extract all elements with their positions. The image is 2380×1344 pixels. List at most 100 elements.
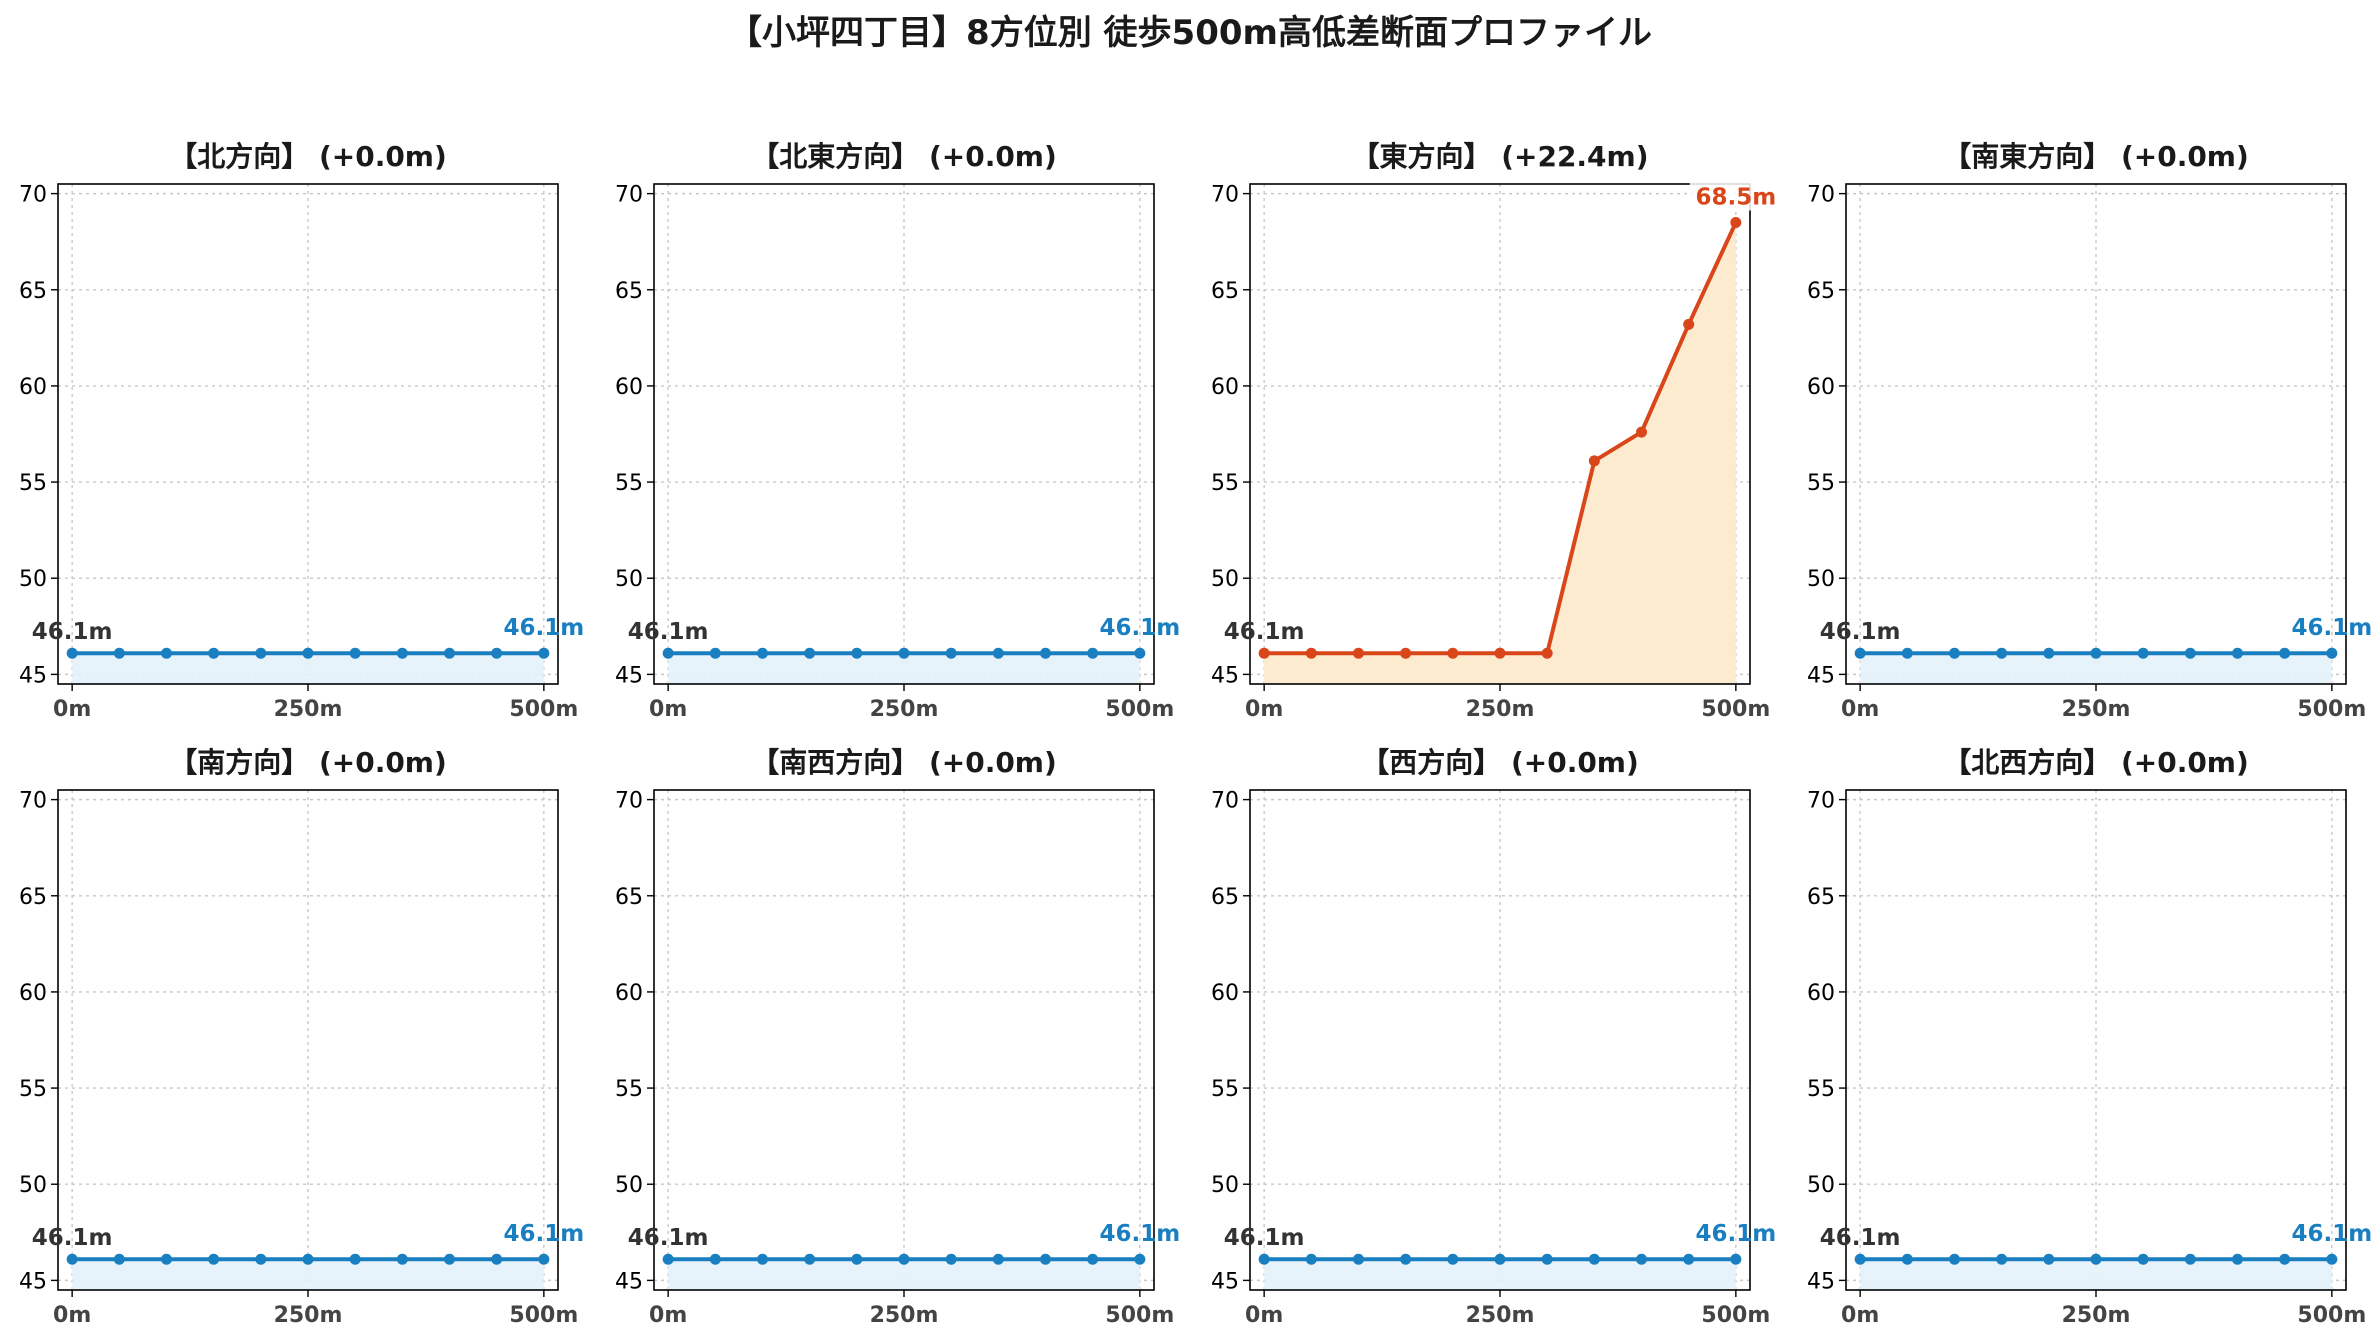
profile-point [1352, 647, 1364, 659]
end-elevation-label: 46.1m [503, 1221, 584, 1247]
start-elevation-label: 46.1m [1820, 619, 1901, 645]
y-tick-label: 55 [615, 1077, 643, 1102]
y-tick-label: 50 [19, 1173, 47, 1198]
plot-frame [1249, 789, 1751, 1291]
subplot-title: 【北西方向】 (+0.0m) [1943, 746, 2249, 779]
y-tick-label: 50 [1807, 567, 1835, 592]
subplot-4: 【南東方向】 (+0.0m) 45 50 55 60 65 70 0m 250m 500m 46.1… [1807, 140, 2372, 722]
y-tick-label: 60 [1807, 375, 1835, 400]
y-tick-label: 60 [1211, 981, 1239, 1006]
profile-point [1258, 647, 1270, 659]
y-tick-label: 50 [1211, 1173, 1239, 1198]
y-tick-label: 45 [1211, 663, 1239, 688]
subplot-8: 【北西方向】 (+0.0m) 45 50 55 60 65 70 0m 250m 500m 46.1… [1807, 746, 2372, 1328]
y-tick-label: 45 [615, 1269, 643, 1294]
profile-point [898, 1253, 910, 1265]
profile-point [2279, 1253, 2291, 1265]
y-tick-label: 70 [615, 789, 643, 814]
y-tick-label: 50 [1807, 1173, 1835, 1198]
y-tick-label: 70 [1211, 789, 1239, 814]
x-tick-label: 0m [53, 1303, 91, 1328]
end-elevation-label: 46.1m [2291, 615, 2372, 641]
profile-point [1447, 1253, 1459, 1265]
subplot-1: 【北方向】 (+0.0m) 45 50 55 60 65 70 0m 250m 500m 46.1m… [19, 140, 584, 722]
plot-frame [653, 789, 1155, 1291]
profile-point [1040, 647, 1052, 659]
y-tick-label: 45 [1211, 1269, 1239, 1294]
y-tick-label: 55 [1211, 1077, 1239, 1102]
figure-title: 【小坪四丁目】8方位別 徒歩500m高低差断面プロファイル [728, 13, 1652, 53]
profile-fill [668, 653, 1140, 684]
profile-point [662, 1253, 674, 1265]
profile-point [709, 647, 721, 659]
end-elevation-label: 68.5m [1695, 184, 1776, 210]
end-label-background [1689, 182, 1782, 211]
profile-point [1996, 1253, 2008, 1265]
profile-point [756, 1253, 768, 1265]
x-tick-label: 250m [2062, 697, 2131, 722]
x-tick-label: 250m [1466, 1303, 1535, 1328]
x-tick-label: 500m [2297, 697, 2366, 722]
plot-frame [57, 789, 559, 1291]
subplot-3: 【東方向】 (+22.4m) 45 50 55 60 65 70 0m 250m 500m 46.1… [1211, 140, 1782, 722]
x-tick-label: 500m [509, 697, 578, 722]
start-elevation-label: 46.1m [1224, 1225, 1305, 1251]
profile-point [113, 1253, 125, 1265]
profile-point [255, 647, 267, 659]
y-tick-label: 45 [615, 663, 643, 688]
start-elevation-label: 46.1m [1820, 1225, 1901, 1251]
plot-frame [1845, 183, 2347, 685]
x-tick-label: 250m [274, 697, 343, 722]
y-tick-label: 55 [1807, 471, 1835, 496]
y-tick-label: 55 [615, 471, 643, 496]
start-elevation-label: 46.1m [32, 619, 113, 645]
profile-point [2279, 647, 2291, 659]
y-tick-label: 45 [19, 1269, 47, 1294]
profile-point [1854, 647, 1866, 659]
y-tick-label: 45 [1807, 1269, 1835, 1294]
profile-point [208, 1253, 220, 1265]
profile-point [1352, 1253, 1364, 1265]
profile-point [1494, 1253, 1506, 1265]
x-tick-label: 500m [1105, 697, 1174, 722]
profile-point [208, 647, 220, 659]
subplot-6: 【南西方向】 (+0.0m) 45 50 55 60 65 70 0m 250m 500m 46.1… [615, 746, 1180, 1328]
start-elevation-label: 46.1m [628, 619, 709, 645]
profile-point [349, 1253, 361, 1265]
profile-point [160, 1253, 172, 1265]
x-tick-label: 0m [1245, 1303, 1283, 1328]
profile-point [113, 647, 125, 659]
subplot-title: 【北東方向】 (+0.0m) [751, 140, 1057, 173]
y-tick-label: 60 [615, 981, 643, 1006]
profile-point [756, 647, 768, 659]
y-tick-label: 65 [1807, 885, 1835, 910]
end-elevation-label: 46.1m [1099, 615, 1180, 641]
profile-point [1541, 1253, 1553, 1265]
profile-fill [1264, 1259, 1736, 1290]
subplot-title: 【東方向】 (+22.4m) [1351, 140, 1648, 173]
profile-point [992, 647, 1004, 659]
profile-point [1305, 1253, 1317, 1265]
profile-point [2232, 1253, 2244, 1265]
profile-point [66, 647, 78, 659]
profile-point [851, 1253, 863, 1265]
y-tick-label: 70 [1807, 789, 1835, 814]
y-tick-label: 55 [1807, 1077, 1835, 1102]
profile-point [538, 647, 550, 659]
profile-point [2326, 1253, 2338, 1265]
y-tick-label: 65 [615, 279, 643, 304]
profile-point [662, 647, 674, 659]
profile-point [1087, 647, 1099, 659]
x-tick-label: 500m [2297, 1303, 2366, 1328]
profile-point [1588, 1253, 1600, 1265]
y-tick-label: 60 [1807, 981, 1835, 1006]
y-tick-label: 65 [19, 279, 47, 304]
profile-fill [1264, 222, 1736, 684]
profile-point [491, 647, 503, 659]
profile-point [1636, 1253, 1648, 1265]
y-tick-label: 70 [615, 183, 643, 208]
profile-fill [1860, 653, 2332, 684]
y-tick-label: 65 [1211, 885, 1239, 910]
profile-fill [72, 1259, 544, 1290]
